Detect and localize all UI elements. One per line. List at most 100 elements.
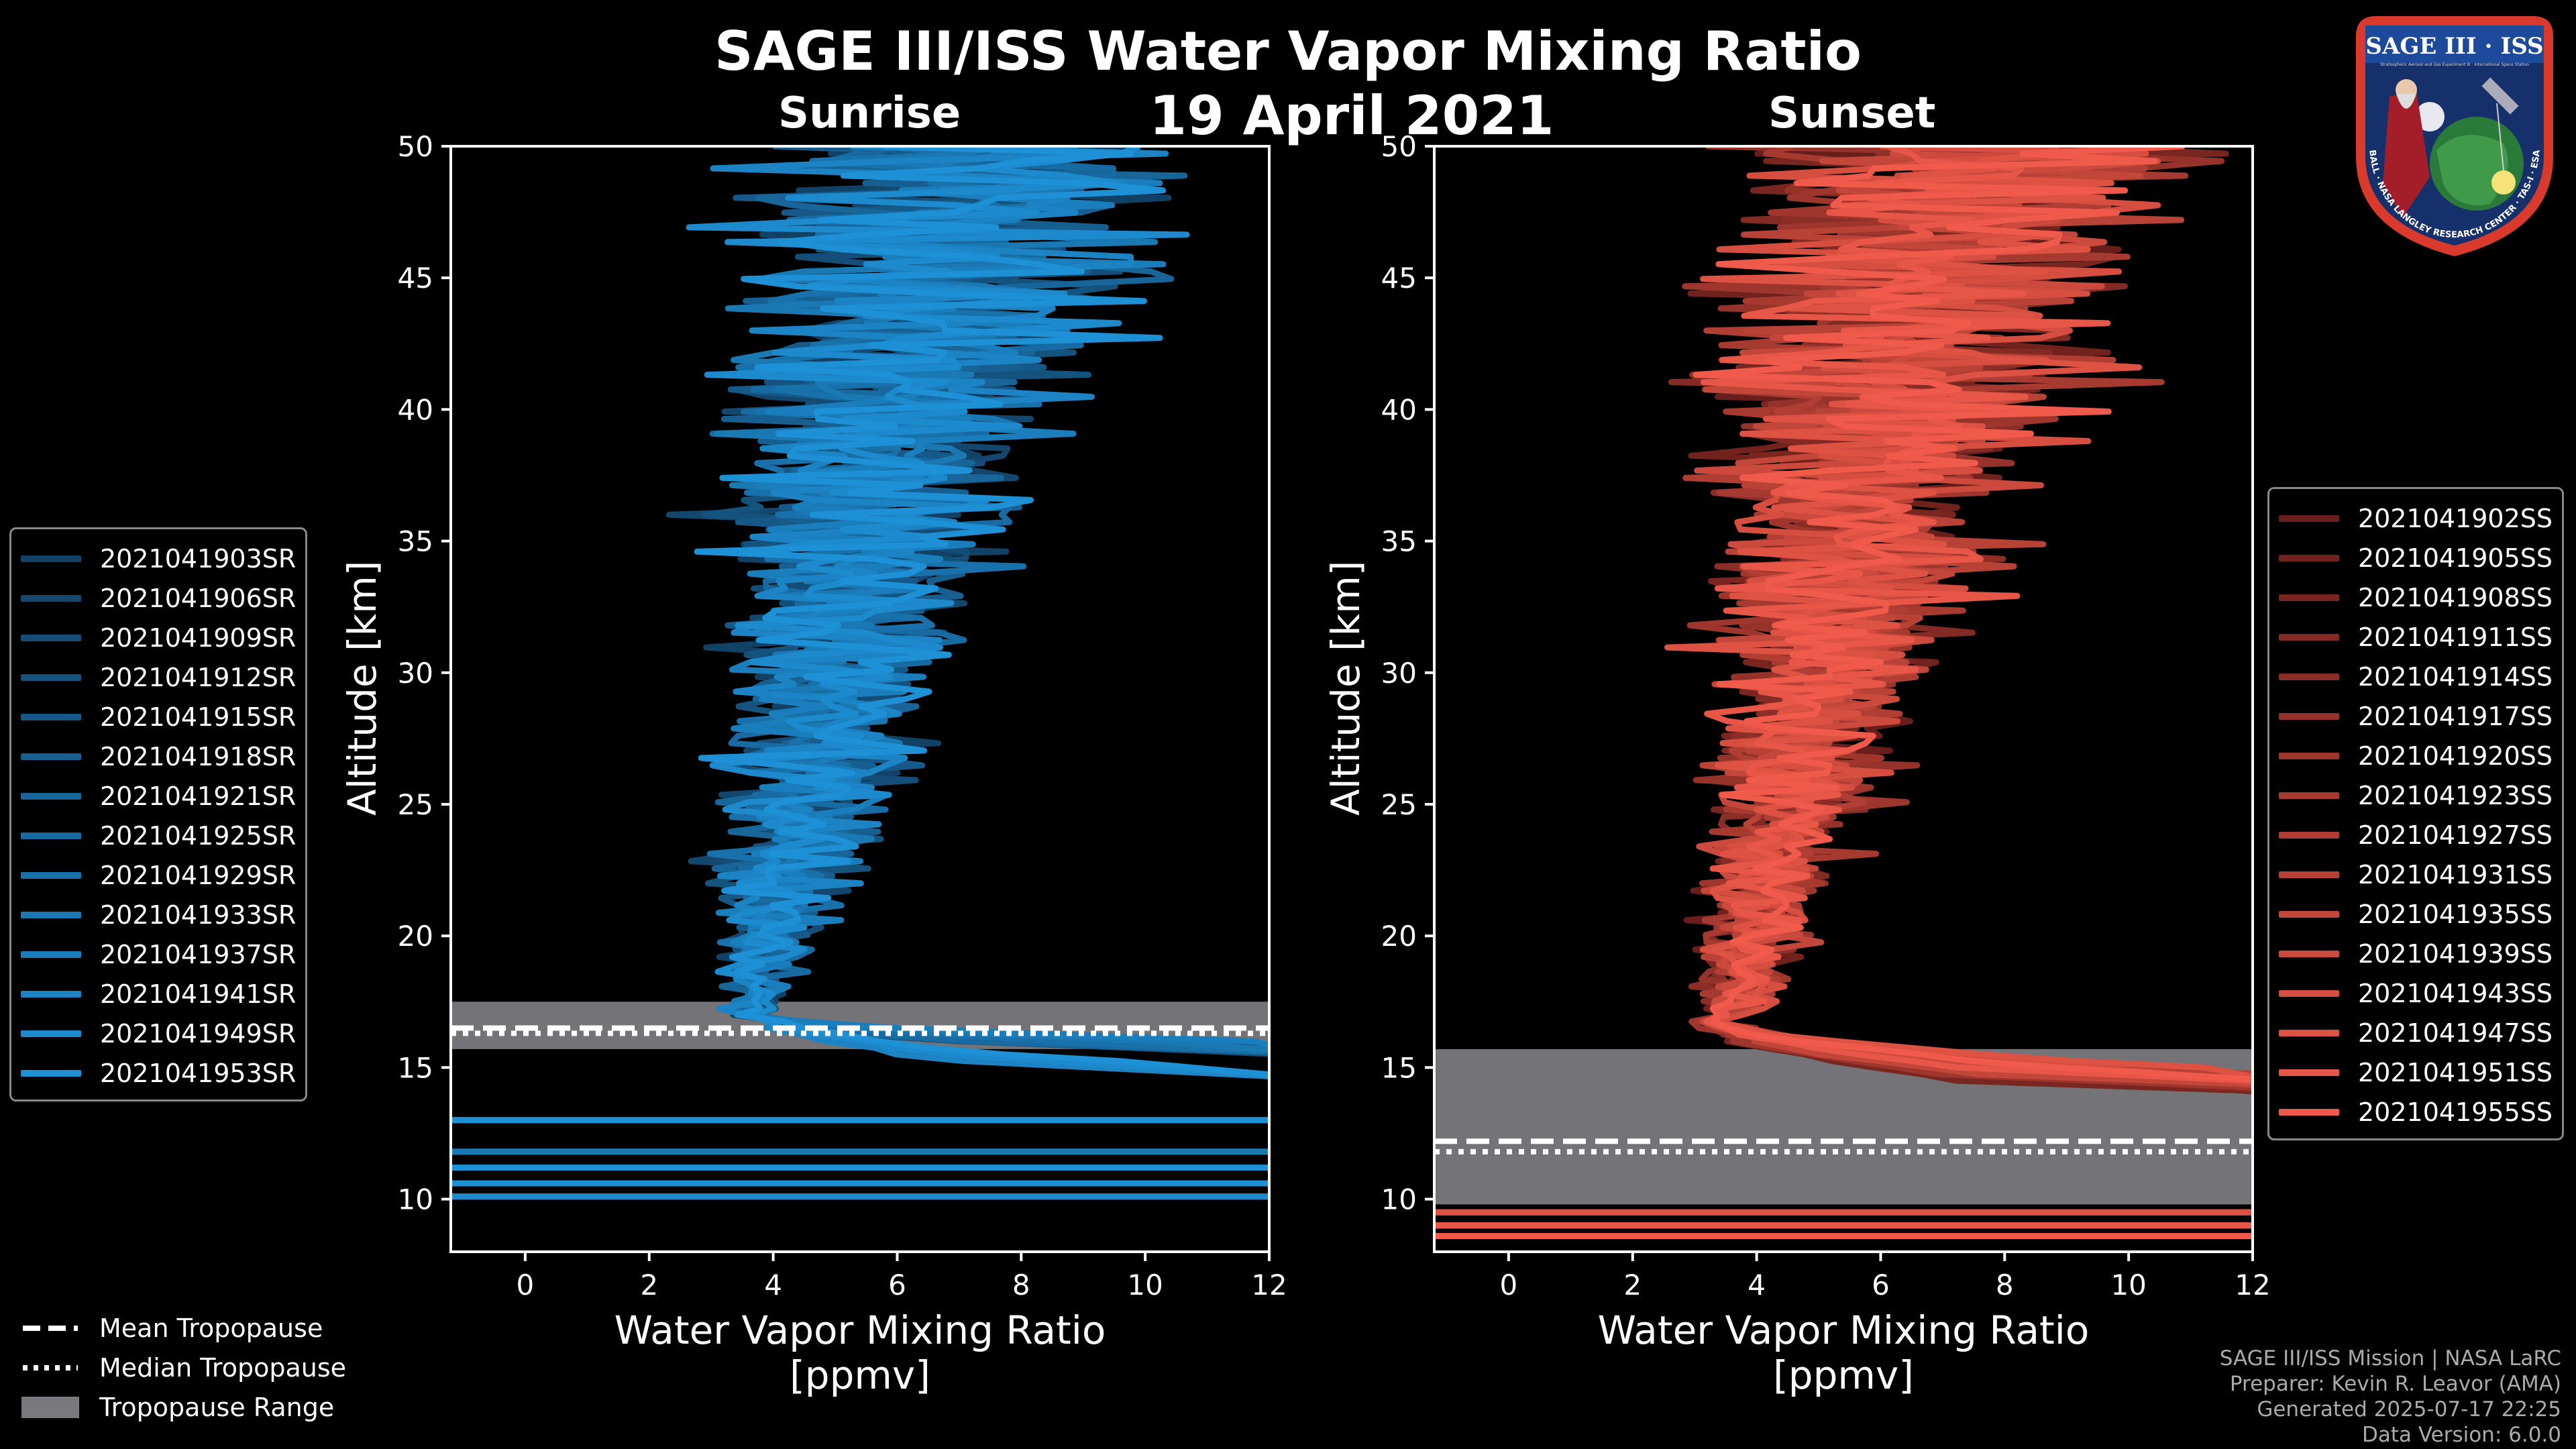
y-tick-label: 45 — [398, 262, 433, 294]
x-tick-label: 12 — [1251, 1269, 1287, 1301]
legend-label: 2021041937SR — [100, 939, 297, 969]
tropopause-range-label: Tropopause Range — [99, 1392, 335, 1422]
profile-line-2021041953SR — [694, 146, 1269, 1078]
credits-block: SAGE III/ISS Mission | NASA LaRC Prepare… — [2220, 1346, 2561, 1448]
y-tick-label: 30 — [398, 657, 433, 690]
legend-label: 2021041917SS — [2358, 701, 2553, 731]
legend-swatch — [2279, 752, 2339, 759]
legend-label: 2021041906SR — [100, 583, 297, 613]
legend-entry: 2021041920SS — [2279, 736, 2553, 775]
sunset-legend: 2021041902SS 2021041905SS 2021041908SS 2021… — [2267, 487, 2565, 1140]
legend-entry: 2021041915SR — [21, 697, 296, 737]
y-tick-label: 35 — [1381, 525, 1417, 558]
legend-label: 2021041951SS — [2358, 1057, 2553, 1087]
logo-title: SAGE III · ISS — [2365, 33, 2543, 60]
x-tick-label: 4 — [1748, 1269, 1766, 1301]
x-tick-label: 2 — [1623, 1269, 1642, 1301]
legend-label: 2021041911SS — [2358, 622, 2553, 652]
legend-swatch — [21, 555, 81, 562]
median-tropopause-label: Median Tropopause — [99, 1352, 346, 1383]
legend-swatch — [2279, 673, 2339, 680]
legend-swatch — [21, 832, 81, 839]
legend-entry: 2021041908SS — [2279, 578, 2553, 617]
legend-label: 2021041918SR — [100, 741, 297, 771]
legend-swatch — [2279, 554, 2339, 561]
legend-label: 2021041955SS — [2358, 1097, 2553, 1127]
legend-entry: 2021041921SR — [21, 776, 296, 816]
legend-entry: 2021041923SS — [2279, 775, 2553, 815]
legend-swatch — [2279, 989, 2339, 997]
legend-label: 2021041953SR — [100, 1058, 297, 1088]
legend-swatch — [2279, 633, 2339, 641]
legend-label: 2021041920SS — [2358, 741, 2553, 771]
profile-line-2021041947SS — [1664, 146, 2253, 1080]
y-tick-label: 15 — [398, 1051, 433, 1084]
legend-entry: 2021041937SR — [21, 934, 296, 974]
legend-entry: 2021041933SR — [21, 895, 296, 934]
sunrise-y-axis-label: Altitude [km] — [339, 560, 385, 816]
legend-label: 2021041902SS — [2358, 503, 2553, 533]
legend-entry: 2021041941SR — [21, 974, 296, 1014]
legend-label: 2021041905SS — [2358, 543, 2553, 573]
legend-label: 2021041925SR — [100, 820, 297, 851]
sunrise-legend: 2021041903SR 2021041906SR 2021041909SR 2021… — [9, 527, 308, 1102]
legend-label: 2021041947SS — [2358, 1018, 2553, 1048]
legend-swatch — [2279, 1108, 2339, 1116]
legend-swatch — [21, 713, 81, 720]
credits-preparer: Preparer: Kevin R. Leavor (AMA) — [2229, 1372, 2561, 1396]
x-tick-label: 12 — [2235, 1269, 2270, 1301]
legend-label: 2021041935SS — [2358, 899, 2553, 929]
y-tick-label: 35 — [398, 525, 433, 558]
legend-entry: 2021041914SS — [2279, 657, 2553, 696]
sunset-x-axis-label: Water Vapor Mixing Ratio [ppmv] — [1597, 1307, 2090, 1398]
legend-entry: 2021041949SR — [21, 1014, 296, 1053]
legend-label: 2021041914SS — [2358, 661, 2553, 692]
legend-entry: 2021041929SR — [21, 855, 296, 895]
mean-tropopause-entry: Mean Tropopause — [20, 1308, 346, 1348]
x-tick-label: 8 — [1996, 1269, 2014, 1301]
legend-entry: 2021041906SR — [21, 578, 296, 618]
legend-swatch — [21, 594, 81, 602]
legend-entry: 2021041951SS — [2279, 1053, 2553, 1092]
legend-label: 2021041943SS — [2358, 978, 2553, 1008]
legend-entry: 2021041912SR — [21, 657, 296, 697]
y-tick-label: 20 — [1381, 920, 1417, 953]
y-tick-label: 25 — [1381, 788, 1417, 821]
legend-entry: 2021041909SR — [21, 618, 296, 657]
legend-label: 2021041927SS — [2358, 820, 2553, 850]
legend-swatch — [21, 634, 81, 641]
y-tick-label: 50 — [1381, 130, 1417, 163]
legend-label: 2021041941SR — [100, 979, 297, 1009]
legend-entry: 2021041953SR — [21, 1053, 296, 1093]
legend-label: 2021041903SR — [100, 543, 297, 574]
legend-label: 2021041912SR — [100, 662, 297, 692]
legend-swatch — [21, 1069, 81, 1077]
legend-label: 2021041923SS — [2358, 780, 2553, 810]
y-tick-label: 25 — [398, 788, 433, 821]
y-tick-label: 15 — [1381, 1051, 1417, 1084]
y-tick-label: 20 — [398, 920, 433, 953]
x-tick-label: 8 — [1012, 1269, 1030, 1301]
legend-entry: 2021041902SS — [2279, 498, 2553, 538]
legend-label: 2021041909SR — [100, 623, 297, 653]
legend-swatch — [2279, 950, 2339, 957]
legend-swatch — [2279, 910, 2339, 918]
tropopause-legend: Mean Tropopause Median Tropopause Tropop… — [20, 1308, 346, 1427]
axes-frame — [449, 145, 1271, 1253]
legend-swatch — [21, 911, 81, 918]
date-subtitle: 19 April 2021 — [1149, 85, 1554, 147]
profile-lines — [1434, 146, 2253, 1239]
legend-swatch — [2279, 1069, 2339, 1076]
legend-swatch — [21, 951, 81, 958]
legend-label: 2021041929SR — [100, 860, 297, 890]
legend-entry: 2021041905SS — [2279, 538, 2553, 578]
sunset-y-axis-label: Altitude [km] — [1323, 560, 1368, 816]
sunrise-x-axis-label: Water Vapor Mixing Ratio [ppmv] — [614, 1307, 1106, 1398]
dashed-line-icon — [23, 1325, 78, 1331]
legend-entry: 2021041955SS — [2279, 1092, 2553, 1132]
sunset-plot-area: 0 2 4 6 8 10 12 10 15 20 25 30 35 40 45 50 — [1381, 130, 2271, 1301]
sunset-panel-title: Sunset — [1768, 89, 1936, 138]
y-tick-label: 45 — [1381, 262, 1417, 294]
legend-label: 2021041908SS — [2358, 582, 2553, 612]
